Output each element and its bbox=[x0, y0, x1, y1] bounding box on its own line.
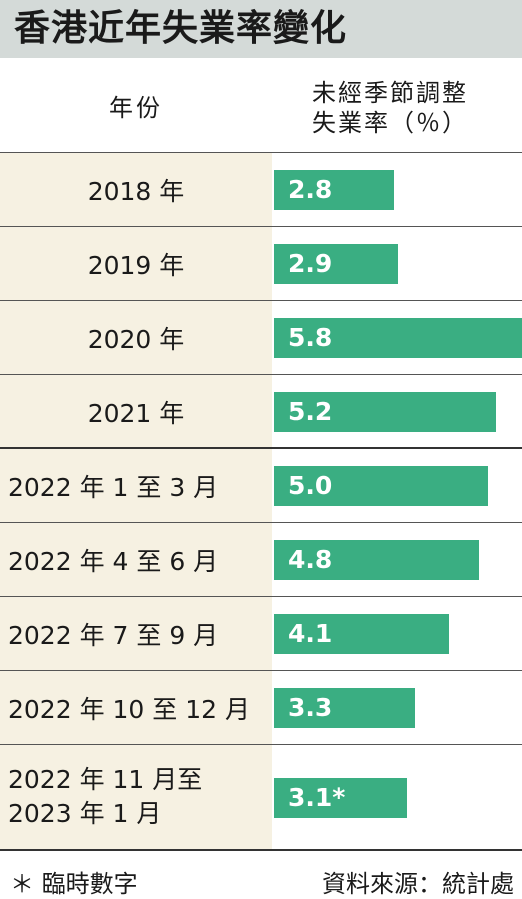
row-divider bbox=[0, 226, 522, 227]
row-label-2022-q1: 2022 年 1 至 3 月 bbox=[8, 472, 219, 502]
row-label-2021: 2021 年 bbox=[87, 398, 185, 428]
bar-value-label: 5.8 bbox=[288, 323, 333, 352]
row-label-2020: 2020 年 bbox=[87, 324, 185, 354]
bar-4: 5.0 bbox=[274, 466, 488, 506]
section-divider bbox=[0, 447, 522, 449]
row-divider bbox=[0, 522, 522, 523]
row-label-2022-11-2023-01: 2022 年 11 月至 2023 年 1 月 bbox=[0, 745, 272, 849]
row-divider bbox=[0, 744, 522, 745]
bar-value-label: 4.8 bbox=[288, 545, 333, 574]
bar-value-label: 2.9 bbox=[288, 249, 333, 278]
footer-divider bbox=[0, 849, 522, 851]
row-divider bbox=[0, 596, 522, 597]
row-label-2019: 2019 年 bbox=[87, 250, 185, 280]
row-label-2022-q2: 2022 年 4 至 6 月 bbox=[8, 546, 219, 576]
bar-value-label: 4.1 bbox=[288, 619, 333, 648]
bar-value-label: 5.2 bbox=[288, 397, 333, 426]
row-divider bbox=[0, 670, 522, 671]
bar-7: 3.3 bbox=[274, 688, 415, 728]
row-label-line2: 2023 年 1 月 bbox=[8, 799, 162, 828]
row-label-2018: 2018 年 bbox=[87, 176, 185, 206]
row-label-2022-q3: 2022 年 7 至 9 月 bbox=[8, 620, 219, 650]
value-header-line1: 未經季節調整 bbox=[312, 79, 468, 107]
row-label-2022-q4: 2022 年 10 至 12 月 bbox=[8, 694, 250, 724]
value-column-header: 未經季節調整 失業率（％） bbox=[272, 58, 522, 152]
bar-value-label: 3.3 bbox=[288, 693, 333, 722]
row-divider bbox=[0, 300, 522, 301]
bar-3: 5.2 bbox=[274, 392, 496, 432]
bar-value-label: 5.0 bbox=[288, 471, 333, 500]
title-bar: 香港近年失業率變化 bbox=[0, 0, 522, 58]
bar-6: 4.1 bbox=[274, 614, 449, 654]
data-source: 資料來源：統計處 bbox=[322, 870, 514, 898]
value-header-line2: 失業率（％） bbox=[312, 109, 468, 137]
year-column-background bbox=[0, 153, 272, 849]
bar-2: 5.8 bbox=[274, 318, 522, 358]
bar-value-label: 2.8 bbox=[288, 175, 333, 204]
provisional-note: ＊ 臨時數字 bbox=[10, 870, 138, 898]
bar-value-label: 3.1* bbox=[288, 783, 346, 812]
bar-1: 2.9 bbox=[274, 244, 398, 284]
chart-title: 香港近年失業率變化 bbox=[14, 8, 348, 49]
header-divider bbox=[0, 152, 522, 153]
bar-5: 4.8 bbox=[274, 540, 479, 580]
year-column-header: 年份 bbox=[109, 93, 163, 122]
bar-8: 3.1* bbox=[274, 778, 407, 818]
row-divider bbox=[0, 374, 522, 375]
row-label-line1: 2022 年 11 月至 bbox=[8, 765, 203, 794]
bar-0: 2.8 bbox=[274, 170, 394, 210]
